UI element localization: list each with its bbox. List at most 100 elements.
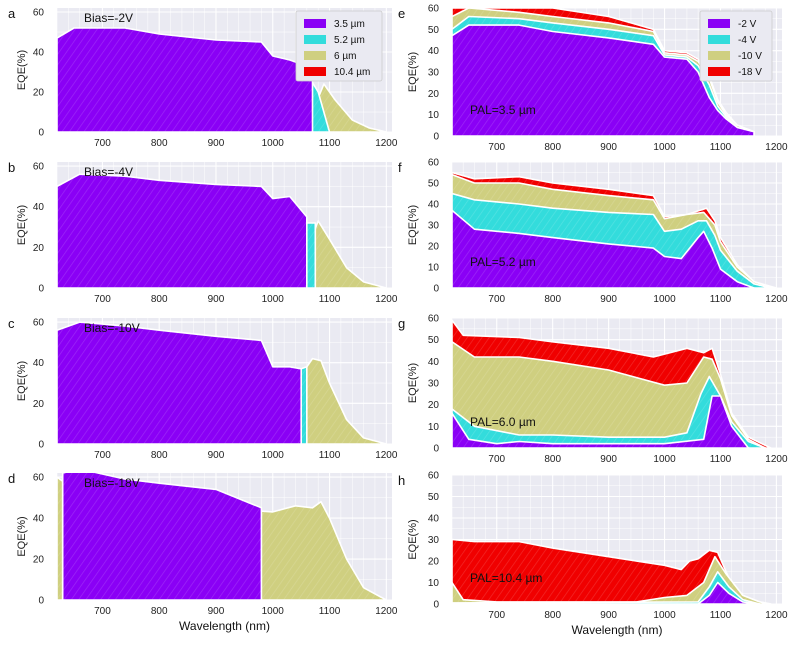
x-tick-label: 800	[544, 610, 561, 621]
y-tick-label: 40	[428, 514, 440, 525]
x-tick-label: 800	[151, 294, 168, 305]
legend-swatch-cyan	[304, 35, 326, 44]
y-tick-label: 50	[428, 335, 440, 346]
x-tick-label: 1000	[653, 610, 676, 621]
legend-swatch-khaki	[304, 51, 326, 60]
panel-h: 0 10 20 30 40 50 60 700 800 900 1000 1100 1200 EQE(%)…	[398, 471, 788, 638]
y-tick-label: 30	[428, 379, 440, 390]
legend-label: -18 V	[738, 67, 762, 78]
y-tick-label: 20	[428, 400, 440, 411]
y-tick-label: 20	[33, 243, 45, 254]
x-tick-label: 1000	[262, 450, 285, 461]
y-tick-label: 0	[433, 600, 439, 611]
y-tick-label: 10	[428, 263, 440, 274]
y-tick-labels: 0 20 40 60	[33, 473, 45, 607]
panel-annotation: PAL=10.4 µm	[470, 571, 542, 585]
y-tick-label: 40	[428, 46, 440, 57]
x-tick-label: 700	[94, 138, 111, 149]
y-axis-label: EQE(%)	[407, 519, 419, 559]
y-tick-label: 40	[33, 514, 45, 525]
y-tick-labels: 0 20 40 60	[33, 318, 45, 451]
y-tick-label: 50	[428, 492, 440, 503]
series-areas	[452, 8, 755, 136]
series-areas	[57, 473, 388, 600]
series-area-violet	[452, 395, 750, 448]
legend-label: 3.5 µm	[334, 19, 365, 30]
y-tick-label: 60	[428, 4, 440, 15]
x-tick-label: 800	[151, 138, 168, 149]
x-tick-label: 1200	[765, 142, 788, 153]
y-tick-label: 60	[33, 473, 45, 484]
panel-label: f	[398, 160, 402, 175]
series-areas	[57, 27, 388, 132]
y-tick-label: 0	[433, 444, 439, 455]
series-area-violet	[452, 24, 755, 136]
legend-label: -2 V	[738, 19, 757, 30]
x-tick-label: 700	[488, 454, 505, 465]
y-tick-label: 60	[428, 471, 440, 482]
panel-a: 0 20 40 60 700 800 900 1000 1100 1200 EQE(%) a Bias=…	[8, 6, 398, 149]
y-tick-label: 0	[433, 132, 439, 143]
panel-label: h	[398, 473, 405, 488]
x-tick-label: 1200	[375, 606, 398, 617]
y-axis-label: EQE(%)	[407, 52, 419, 92]
x-tick-label: 800	[544, 294, 561, 305]
y-tick-label: 50	[428, 179, 440, 190]
x-tick-label: 900	[600, 454, 617, 465]
y-tick-labels: 0 10 20 30 40 50 60	[428, 471, 440, 611]
legend-swatch-red	[304, 67, 326, 76]
y-tick-label: 50	[428, 25, 440, 36]
y-tick-label: 20	[428, 89, 440, 100]
y-tick-label: 40	[33, 358, 45, 369]
y-tick-label: 20	[428, 557, 440, 568]
x-tick-label: 900	[208, 606, 225, 617]
x-tick-label: 1200	[765, 294, 788, 305]
x-tick-label: 700	[94, 294, 111, 305]
x-tick-labels: 700 800 900 1000 1100 1200	[488, 142, 788, 153]
y-axis-label: EQE(%)	[16, 361, 28, 401]
x-tick-label: 900	[208, 450, 225, 461]
x-tick-label: 1000	[262, 606, 285, 617]
x-tick-label: 700	[94, 606, 111, 617]
x-tick-labels: 700 800 900 1000 1100 1200	[488, 454, 788, 465]
y-axis-label: EQE(%)	[407, 205, 419, 245]
x-tick-label: 900	[600, 294, 617, 305]
x-tick-label: 800	[151, 606, 168, 617]
x-tick-label: 800	[544, 454, 561, 465]
y-tick-label: 0	[38, 128, 44, 139]
panel-annotation: Bias=-4V	[84, 165, 133, 179]
x-tick-label: 1100	[319, 294, 341, 305]
y-tick-label: 40	[33, 202, 45, 213]
y-tick-labels: 0 20 40 60	[33, 8, 45, 139]
y-tick-label: 0	[38, 284, 44, 295]
x-tick-label: 1200	[375, 138, 398, 149]
panel-label: d	[8, 471, 15, 486]
x-tick-label: 1000	[653, 142, 676, 153]
y-tick-label: 40	[428, 200, 440, 211]
legend-label: 10.4 µm	[334, 67, 370, 78]
x-tick-label: 1100	[319, 450, 341, 461]
legend-swatch-red	[708, 67, 730, 76]
x-tick-labels: 700 800 900 1000 1100 1200	[94, 450, 398, 461]
x-tick-labels: 700 800 900 1000 1100 1200	[488, 294, 788, 305]
y-tick-label: 20	[428, 242, 440, 253]
x-tick-label: 700	[488, 294, 505, 305]
panel-annotation: Bias=-2V	[84, 11, 133, 25]
x-axis-label: Wavelength (nm)	[572, 623, 663, 637]
x-tick-label: 1200	[375, 294, 398, 305]
panel-label: c	[8, 316, 15, 331]
legend-box	[295, 10, 383, 82]
legend-swatch-cyan	[708, 35, 730, 44]
y-tick-label: 20	[33, 555, 45, 566]
y-tick-label: 0	[38, 596, 44, 607]
x-tick-label: 1000	[653, 454, 676, 465]
x-tick-label: 1100	[319, 606, 341, 617]
panel-f: 0 10 20 30 40 50 60 700 800 900 1000 1100 1200 EQE(%)…	[398, 158, 788, 306]
y-tick-label: 10	[428, 422, 440, 433]
legend-label: 5.2 µm	[334, 35, 365, 46]
panel-annotation: PAL=3.5 µm	[470, 103, 536, 117]
x-tick-label: 700	[488, 610, 505, 621]
x-tick-label: 1000	[262, 294, 285, 305]
x-tick-label: 900	[208, 294, 225, 305]
legend: 3.5 µm 5.2 µm 6 µm 10.4 µm	[295, 10, 383, 82]
